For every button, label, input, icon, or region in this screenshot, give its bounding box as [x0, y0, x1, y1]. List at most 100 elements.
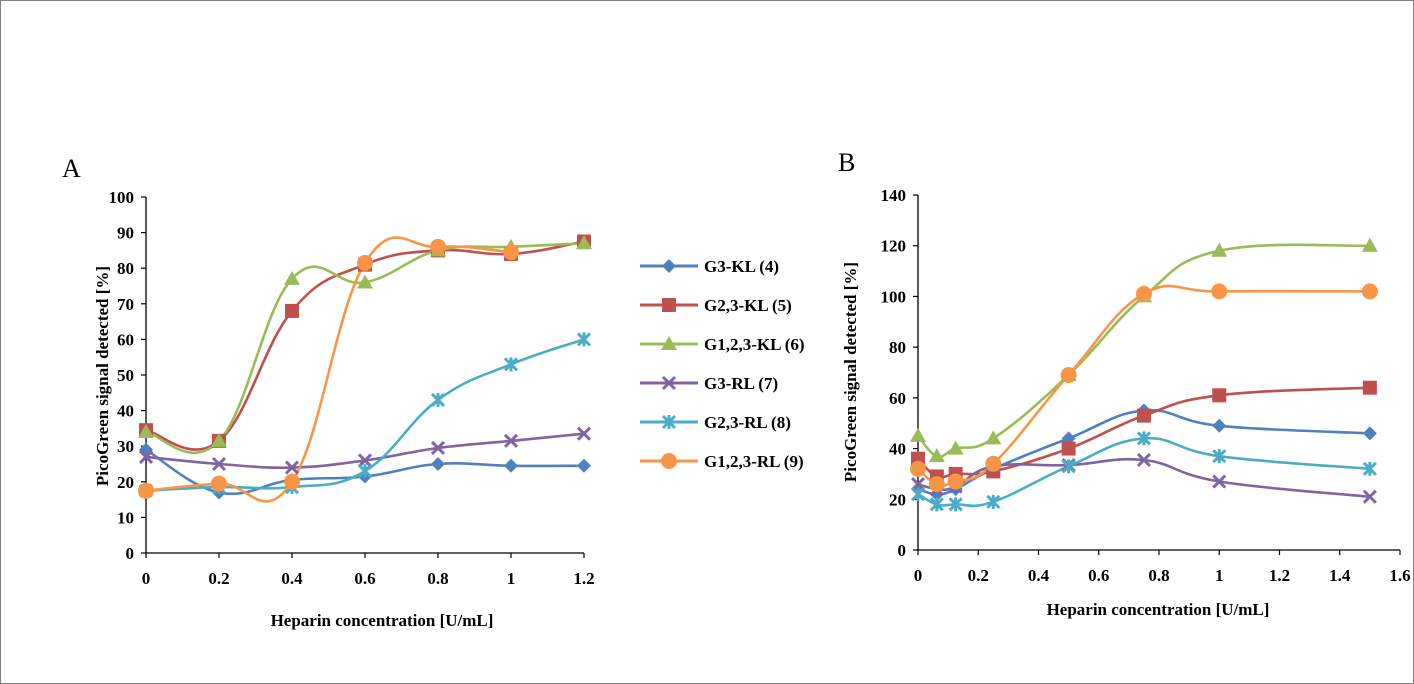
y-tick-label: 40 [117, 402, 134, 421]
data-point [947, 440, 964, 455]
y-tick-label: 60 [117, 330, 134, 349]
panel-b-markers [910, 237, 1378, 512]
x-tick-label: 0.4 [281, 569, 303, 588]
panel-a: A PicoGreen signal detected [%] Heparin … [62, 154, 595, 630]
y-tick-label: 20 [889, 490, 906, 509]
data-point [284, 473, 300, 490]
panel-b-xlabel: Heparin concentration [U/mL] [1047, 600, 1270, 619]
data-point [929, 497, 944, 512]
y-tick-label: 100 [881, 287, 907, 306]
data-point [1362, 489, 1377, 504]
y-tick-label: 10 [117, 508, 134, 527]
data-point [576, 332, 592, 347]
legend-marker [662, 298, 676, 312]
data-point [1135, 285, 1152, 302]
x-tick-label: 1.6 [1389, 566, 1410, 585]
series-line [917, 284, 1370, 487]
data-point [928, 448, 945, 463]
y-tick-label: 140 [881, 186, 907, 205]
data-point [986, 494, 1001, 509]
data-point [430, 440, 446, 456]
data-point [1212, 474, 1227, 489]
data-point [357, 453, 373, 468]
data-point [1362, 426, 1377, 441]
y-tick-label: 50 [117, 366, 134, 385]
data-point [504, 458, 518, 473]
data-point [985, 430, 1002, 445]
data-point [357, 254, 373, 271]
x-tick-label: 0.2 [968, 566, 989, 585]
data-point [947, 473, 964, 490]
panel-a-label: A [62, 154, 81, 183]
y-tick-label: 20 [117, 473, 134, 492]
data-point [1212, 418, 1227, 433]
y-tick-label: 80 [117, 259, 134, 278]
legend-marker [661, 453, 677, 469]
legend-label: G1,2,3-KL (6) [704, 335, 805, 354]
series-line [145, 432, 585, 470]
data-point [928, 476, 945, 493]
data-point [503, 357, 519, 372]
data-point [910, 427, 926, 442]
series-line [917, 408, 1370, 496]
legend-label: G1,2,3-RL (9) [704, 452, 804, 471]
data-point [211, 456, 227, 472]
panel-b-label: B [838, 148, 855, 177]
y-tick-label: 120 [881, 237, 907, 256]
data-point [910, 460, 926, 477]
data-point [211, 432, 227, 447]
data-point [1061, 441, 1076, 456]
data-point [1362, 461, 1377, 476]
data-point [211, 475, 227, 492]
data-point [576, 426, 592, 441]
legend: G3-KL (4) G2,3-KL (5) G1,2,3-KL (6) G3-RL (… [640, 257, 805, 471]
y-tick-label: 0 [126, 544, 135, 563]
data-point [1361, 237, 1378, 252]
y-tick-label: 40 [889, 440, 906, 459]
y-tick-label: 0 [898, 541, 907, 560]
x-tick-label: 0.4 [1028, 566, 1050, 585]
panel-b-lines [917, 243, 1371, 508]
data-point [357, 464, 373, 479]
x-tick-label: 0.8 [427, 569, 448, 588]
series-line [145, 240, 585, 451]
x-tick-label: 0.2 [208, 569, 229, 588]
data-point [357, 274, 373, 289]
data-point [430, 238, 446, 255]
data-point [1136, 431, 1152, 446]
x-tick-label: 1 [507, 569, 516, 588]
data-point [284, 460, 300, 475]
panel-b: B PicoGreen signal detected [%] Heparin … [838, 148, 1411, 619]
data-point [284, 270, 300, 285]
x-tick-label: 0.6 [1088, 566, 1109, 585]
panel-a-axes: 0 10 20 30 40 50 60 70 80 90 100 0 0.2 0.4 0.6 0.8 1 1.2 [109, 188, 595, 588]
panel-a-ylabel: PicoGreen signal detected [%] [93, 266, 112, 486]
y-tick-label: 30 [117, 437, 134, 456]
data-point [1361, 283, 1378, 300]
x-tick-label: 1 [1215, 566, 1224, 585]
data-point [948, 497, 963, 512]
data-point [1212, 449, 1227, 464]
legend-marker [662, 259, 676, 273]
legend-label: G3-KL (4) [704, 257, 779, 276]
data-point [1060, 367, 1077, 384]
x-tick-label: 0 [914, 566, 923, 585]
legend-marker [661, 375, 677, 391]
data-point [910, 487, 926, 502]
data-point [985, 455, 1002, 472]
series-line [917, 243, 1370, 459]
y-tick-label: 80 [889, 338, 906, 357]
x-tick-label: 1.2 [1269, 566, 1290, 585]
data-point [1211, 242, 1228, 257]
x-tick-label: 0.8 [1148, 566, 1169, 585]
data-point [138, 482, 154, 499]
y-tick-label: 70 [117, 295, 134, 314]
y-tick-label: 60 [889, 389, 906, 408]
data-point [1061, 459, 1076, 474]
legend-marker [661, 336, 677, 350]
panel-b-ylabel: PicoGreen signal detected [%] [841, 262, 860, 482]
data-point [1136, 452, 1152, 468]
x-tick-label: 1.2 [573, 569, 594, 588]
data-point [1211, 283, 1228, 300]
y-tick-label: 90 [117, 224, 134, 243]
